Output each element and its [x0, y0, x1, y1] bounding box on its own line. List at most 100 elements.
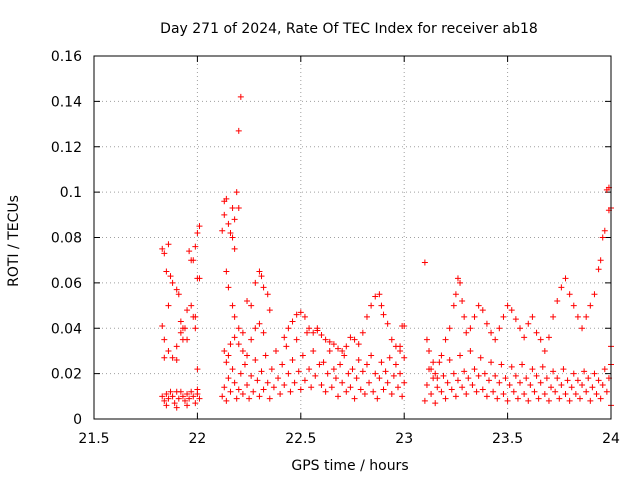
y-tick-label: 0.12	[51, 140, 82, 156]
data-point	[299, 352, 306, 359]
data-point	[167, 388, 174, 395]
data-point	[351, 336, 358, 343]
data-point	[357, 386, 364, 393]
data-point	[374, 395, 381, 402]
data-point	[227, 341, 234, 348]
data-point	[581, 368, 588, 375]
data-point	[380, 311, 387, 318]
data-point	[556, 395, 563, 402]
data-point	[508, 363, 515, 370]
data-point	[446, 325, 453, 332]
data-point	[256, 268, 263, 275]
data-point	[169, 279, 176, 286]
data-point	[161, 354, 168, 361]
data-point	[241, 361, 248, 368]
data-point	[603, 388, 610, 395]
data-point	[574, 313, 581, 320]
data-point	[258, 368, 265, 375]
data-point	[268, 366, 275, 373]
data-point	[256, 320, 263, 327]
data-point	[492, 336, 499, 343]
data-point	[363, 313, 370, 320]
data-point	[461, 313, 468, 320]
data-point	[450, 302, 457, 309]
data-point	[595, 377, 602, 384]
data-point	[272, 347, 279, 354]
data-point	[181, 325, 188, 332]
data-point	[587, 302, 594, 309]
data-point	[310, 347, 317, 354]
data-point	[161, 250, 168, 257]
data-point	[479, 386, 486, 393]
data-point	[293, 336, 300, 343]
data-point	[587, 397, 594, 404]
data-point	[432, 370, 439, 377]
data-point	[190, 257, 197, 264]
data-point	[306, 325, 313, 332]
data-point	[165, 395, 172, 402]
data-point	[233, 189, 240, 196]
data-point	[438, 352, 445, 359]
data-point	[223, 195, 230, 202]
data-point	[430, 359, 437, 366]
data-point	[459, 384, 466, 391]
data-point	[244, 352, 251, 359]
data-point	[517, 379, 524, 386]
data-point	[508, 307, 515, 314]
data-point	[488, 359, 495, 366]
data-point	[192, 325, 199, 332]
data-point	[318, 332, 325, 339]
data-point	[550, 368, 557, 375]
data-point	[591, 370, 598, 377]
data-point	[368, 352, 375, 359]
data-point	[310, 329, 317, 336]
data-point	[173, 286, 180, 293]
data-point	[179, 393, 186, 400]
axis-ticks: 21.5 22 22.5 23 23.5 24 0 0.02 0.04 0.06 0.08 0.1 0.…	[51, 49, 620, 447]
data-point	[165, 302, 172, 309]
data-point	[554, 375, 561, 382]
data-point	[252, 325, 259, 332]
data-point	[537, 336, 544, 343]
x-tick-label: 22	[188, 431, 206, 447]
data-point	[165, 347, 172, 354]
data-point	[471, 313, 478, 320]
data-point	[448, 386, 455, 393]
data-point	[527, 381, 534, 388]
data-point	[239, 391, 246, 398]
data-point	[454, 275, 461, 282]
data-point	[227, 388, 234, 395]
data-point	[264, 379, 271, 386]
data-point	[432, 400, 439, 407]
data-point	[541, 347, 548, 354]
data-point	[285, 370, 292, 377]
y-tick-label: 0.14	[51, 94, 82, 110]
data-point	[488, 329, 495, 336]
data-point	[355, 341, 362, 348]
data-point	[492, 372, 499, 379]
data-point	[221, 211, 228, 218]
data-point	[223, 397, 230, 404]
data-point	[529, 313, 536, 320]
data-point	[194, 386, 201, 393]
data-point	[231, 216, 238, 223]
data-point	[378, 302, 385, 309]
data-point	[535, 395, 542, 402]
data-point	[548, 384, 555, 391]
data-point	[312, 372, 319, 379]
data-point	[163, 268, 170, 275]
data-point	[496, 379, 503, 386]
data-point	[539, 363, 546, 370]
data-point	[568, 384, 575, 391]
data-point	[177, 318, 184, 325]
data-point	[337, 361, 344, 368]
data-point	[335, 393, 342, 400]
data-point	[289, 318, 296, 325]
data-point	[341, 352, 348, 359]
data-point	[384, 320, 391, 327]
data-point	[270, 384, 277, 391]
data-point	[475, 302, 482, 309]
data-point	[324, 370, 331, 377]
data-point	[231, 245, 238, 252]
data-point	[335, 345, 342, 352]
